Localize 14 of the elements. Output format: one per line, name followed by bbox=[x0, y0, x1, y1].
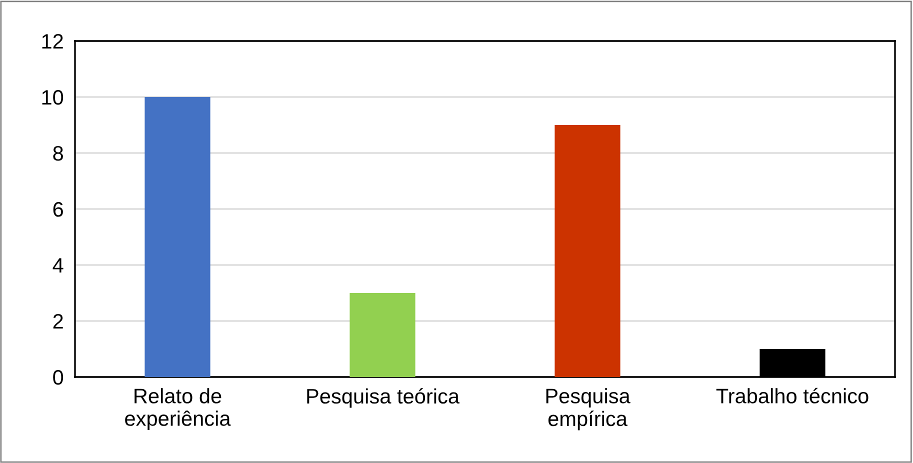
x-tick-label: Relato de experiência bbox=[125, 388, 231, 430]
x-tick-label: Pesquisa empírica bbox=[546, 388, 630, 430]
x-tick-label: Trabalho técnico bbox=[716, 388, 868, 404]
bar bbox=[554, 125, 620, 377]
y-tick-label: 8 bbox=[53, 146, 63, 161]
y-tick-label: 12 bbox=[42, 34, 63, 49]
y-tick-label: 0 bbox=[53, 370, 64, 385]
y-tick-label: 4 bbox=[52, 258, 64, 273]
bar bbox=[144, 97, 210, 377]
y-tick-label: 10 bbox=[42, 90, 64, 105]
x-tick-label: Pesquisa teórica bbox=[307, 388, 460, 408]
y-tick-label: 2 bbox=[53, 314, 63, 329]
y-tick-label: 6 bbox=[53, 202, 63, 217]
bar bbox=[350, 293, 416, 377]
